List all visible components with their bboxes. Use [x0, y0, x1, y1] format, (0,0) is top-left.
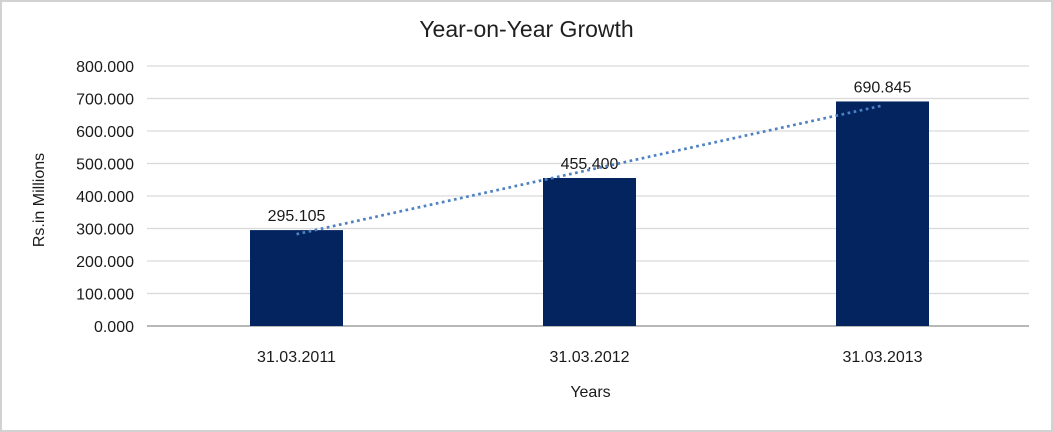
x-axis-title: Years	[570, 384, 611, 401]
bar-data-label: 295.105	[268, 208, 326, 225]
category-label: 31.03.2011	[257, 349, 336, 366]
y-tick-label: 100.000	[76, 287, 134, 304]
chart-title: Year-on-Year Growth	[419, 16, 634, 42]
y-tick-label: 400.000	[76, 189, 134, 206]
bar-data-label: 690.845	[854, 79, 912, 96]
bar	[836, 101, 929, 326]
y-tick-label: 0.000	[94, 319, 134, 336]
y-tick-label: 300.000	[76, 222, 134, 239]
bar-data-label: 455.400	[561, 156, 619, 173]
y-tick-label: 200.000	[76, 254, 134, 271]
category-label: 31.03.2012	[549, 349, 629, 366]
y-tick-label: 500.000	[76, 157, 134, 174]
y-tick-label: 800.000	[76, 59, 134, 76]
bar	[250, 230, 343, 326]
y-tick-label: 700.000	[76, 92, 134, 109]
bar	[543, 177, 636, 326]
category-label: 31.03.2013	[842, 349, 922, 366]
trendline	[296, 104, 883, 236]
y-tick-label: 600.000	[76, 124, 134, 141]
